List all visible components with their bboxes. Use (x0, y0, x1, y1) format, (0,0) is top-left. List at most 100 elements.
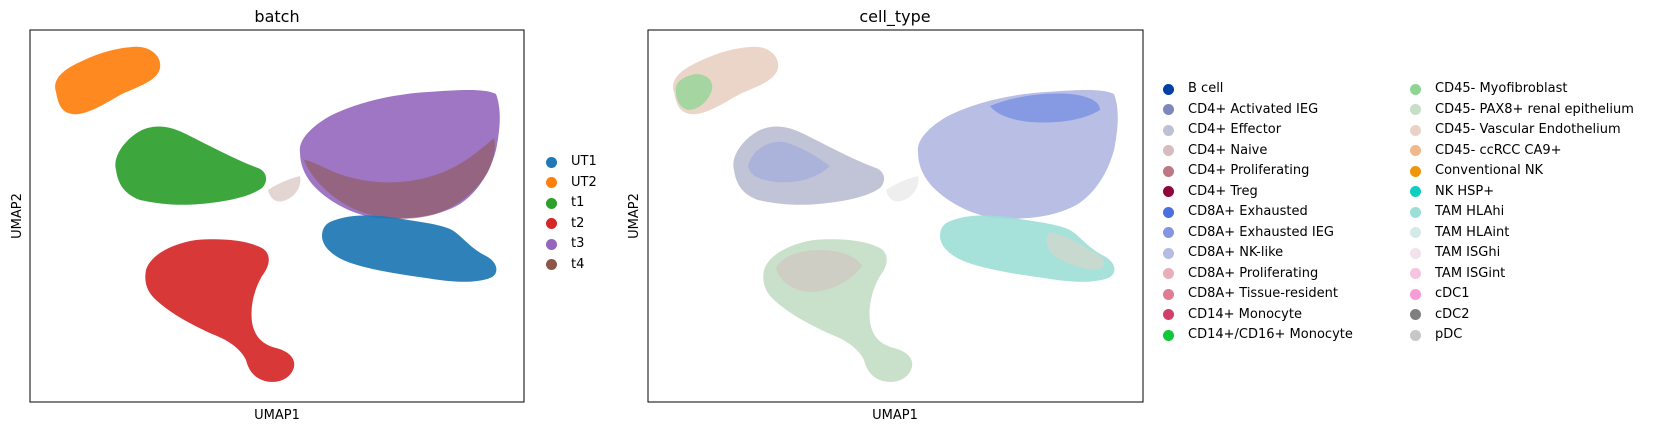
legend-marker (1410, 165, 1421, 177)
legend-marker (1163, 247, 1174, 259)
ct-cluster-4-top (990, 93, 1100, 123)
legend-marker (1163, 104, 1174, 116)
legend-label: TAM ISGint (1435, 265, 1506, 281)
legend-item: t3 (546, 234, 597, 255)
ct-cluster-3-tint (776, 250, 862, 292)
legend-item: UT2 (546, 173, 597, 194)
celltype-xlabel: UMAP1 (872, 408, 918, 423)
legend-marker (546, 218, 557, 230)
legend-marker (1163, 83, 1174, 95)
legend-label: t3 (571, 236, 585, 251)
legend-label: NK HSP+ (1435, 183, 1495, 199)
ct-cluster-1-green (675, 74, 713, 110)
legend-label: UT1 (571, 154, 597, 169)
legend-item: CD8A+ Tissue-resident (1163, 284, 1353, 305)
legend-marker (1410, 227, 1421, 239)
legend-marker (1410, 329, 1421, 341)
legend-item: CD45- ccRCC CA9+ (1410, 141, 1634, 162)
legend-marker (1410, 124, 1421, 136)
legend-label: t4 (571, 256, 585, 272)
legend-marker (1410, 268, 1421, 280)
legend-item: TAM ISGhi (1410, 243, 1634, 264)
legend-item: CD8A+ Exhausted (1163, 202, 1353, 223)
legend-marker (1163, 309, 1174, 321)
legend-item: CD14+ Monocyte (1163, 305, 1353, 326)
legend-label: cDC2 (1435, 306, 1470, 322)
cluster-ut1 (322, 215, 497, 282)
legend-label: t1 (571, 195, 585, 210)
legend-item: TAM HLAhi (1410, 202, 1634, 223)
legend-marker (546, 177, 557, 189)
ct-cluster-4 (917, 90, 1118, 219)
ct-scatter-spray (886, 176, 919, 202)
legend-item: UT1 (546, 152, 597, 173)
batch-axes-frame (29, 29, 525, 403)
batch-ylabel: UMAP2 (10, 193, 25, 239)
legend-label: CD4+ Naive (1188, 142, 1268, 158)
legend-item: TAM HLAint (1410, 223, 1634, 244)
cluster-t2 (145, 239, 295, 382)
legend-item: cDC2 (1410, 305, 1634, 326)
legend-marker (1163, 268, 1174, 280)
cluster-ut2 (55, 46, 161, 115)
legend-marker (1163, 206, 1174, 218)
legend-label: TAM ISGhi (1435, 245, 1501, 260)
legend-marker (1410, 247, 1421, 259)
ct-cluster-2-tint (748, 141, 830, 183)
legend-item: CD45- Vascular Endothelium (1410, 120, 1634, 141)
legend-label: CD8A+ Proliferating (1188, 265, 1319, 281)
legend-marker (546, 259, 557, 271)
legend-marker (1410, 83, 1421, 95)
cluster-t4 (304, 138, 495, 219)
legend-marker (1410, 288, 1421, 300)
legend-marker (1410, 145, 1421, 157)
celltype-title: cell_type (859, 7, 930, 27)
legend-marker (1163, 165, 1174, 177)
legend-marker (546, 156, 557, 168)
legend-label: CD8A+ Exhausted (1188, 204, 1308, 219)
legend-label: CD14+/CD16+ Monocyte (1188, 327, 1353, 342)
legend-label: CD4+ Treg (1188, 183, 1258, 199)
batch-clusters (55, 46, 500, 382)
legend-label: UT2 (571, 174, 597, 190)
legend-label: cDC1 (1435, 286, 1470, 301)
legend-label: CD4+ Activated IEG (1188, 101, 1319, 117)
legend-item: CD4+ Treg (1163, 182, 1353, 203)
legend-item: CD45- PAX8+ renal epithelium (1410, 100, 1634, 121)
legend-label: CD45- PAX8+ renal epithelium (1435, 101, 1634, 117)
celltype-clusters (673, 46, 1118, 382)
ct-cluster-5 (940, 215, 1115, 282)
scatter-spray (268, 176, 301, 202)
legend-item: t1 (546, 193, 597, 214)
legend-marker (1163, 288, 1174, 300)
legend-label: TAM HLAhi (1435, 204, 1505, 219)
legend-item: CD8A+ NK-like (1163, 243, 1353, 264)
legend-label: CD8A+ Tissue-resident (1188, 286, 1338, 301)
batch-legend: UT1 UT2 t1 t2 t3 t4 (546, 152, 597, 275)
legend-label: CD8A+ Exhausted IEG (1188, 224, 1335, 240)
legend-item: pDC (1410, 325, 1634, 346)
celltype-legend-column-1: B cell CD4+ Activated IEG CD4+ Effector CD4… (1163, 79, 1353, 346)
legend-marker (1410, 206, 1421, 218)
legend-item: t4 (546, 255, 597, 276)
celltype-axes-frame (647, 29, 1144, 403)
ct-cluster-5-tint (1046, 232, 1105, 270)
legend-label: CD4+ Effector (1188, 122, 1282, 137)
legend-marker (1163, 227, 1174, 239)
legend-item: CD45- Myofibroblast (1410, 79, 1634, 100)
legend-label: CD45- Myofibroblast (1435, 81, 1568, 96)
legend-item: cDC1 (1410, 284, 1634, 305)
celltype-legend-column-2: CD45- Myofibroblast CD45- PAX8+ renal epi… (1410, 79, 1634, 346)
legend-item: CD4+ Proliferating (1163, 161, 1353, 182)
legend-marker (546, 238, 557, 250)
legend-label: CD4+ Proliferating (1188, 163, 1310, 178)
batch-xlabel: UMAP1 (254, 408, 300, 423)
legend-item: TAM ISGint (1410, 264, 1634, 285)
legend-marker (1163, 124, 1174, 136)
legend-item: CD4+ Naive (1163, 141, 1353, 162)
legend-marker (1410, 186, 1421, 198)
legend-item: CD8A+ Proliferating (1163, 264, 1353, 285)
celltype-panel: cell_type UMAP1 UMAP2 (627, 7, 1144, 423)
legend-item: CD4+ Effector (1163, 120, 1353, 141)
legend-item: CD4+ Activated IEG (1163, 100, 1353, 121)
